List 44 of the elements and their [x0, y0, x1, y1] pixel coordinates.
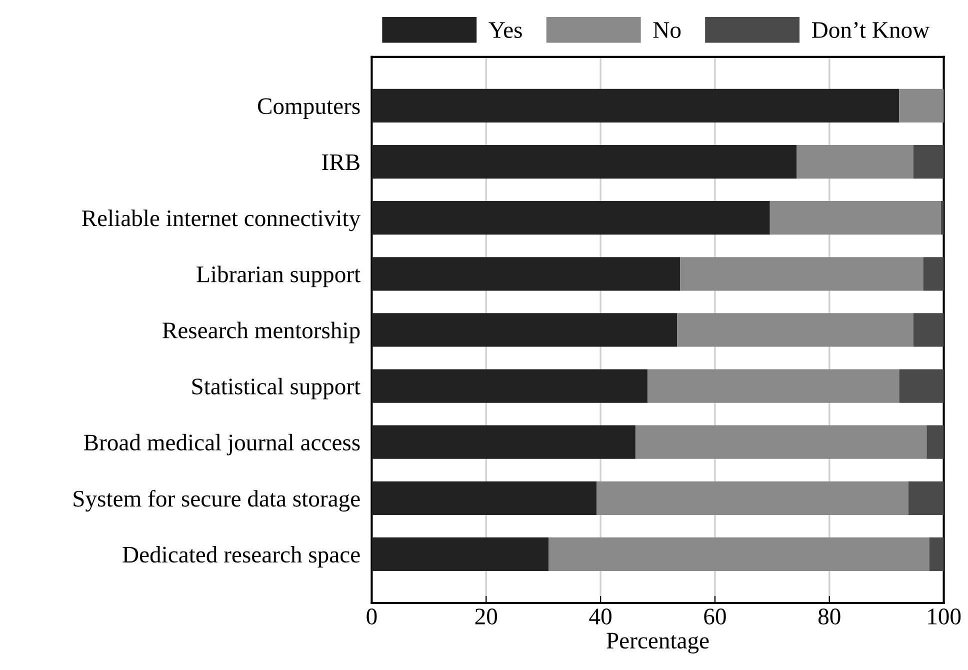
bar	[770, 201, 941, 235]
bar	[635, 425, 927, 459]
y-tick-label: Broad medical journal access	[84, 434, 360, 456]
x-tick-label: 20	[475, 608, 498, 624]
bar	[372, 425, 636, 459]
bar	[899, 88, 944, 123]
x-tick-label: 60	[704, 608, 726, 624]
bar	[372, 313, 678, 347]
legend-label: Yes	[488, 22, 522, 38]
legend-label: No	[653, 22, 681, 38]
bar	[899, 369, 944, 403]
y-tick-label: Statistical support	[192, 378, 360, 400]
bar	[796, 144, 914, 179]
x-tick-label: 100	[928, 608, 961, 624]
bar	[913, 313, 944, 347]
bar	[372, 201, 770, 235]
bar	[677, 313, 914, 347]
bar	[926, 425, 944, 459]
bar	[680, 257, 924, 291]
y-tick-label: Dedicated research space	[122, 546, 360, 568]
bar	[372, 481, 597, 515]
bar	[372, 369, 648, 403]
bar	[372, 257, 680, 291]
bar	[908, 481, 944, 515]
y-tick-label: Reliable internet connectivity	[82, 210, 360, 232]
legend-label: Don’t Know	[812, 22, 930, 38]
x-tick-label: 40	[589, 608, 612, 624]
y-tick-label: Librarian support	[196, 266, 360, 288]
bar	[372, 144, 797, 179]
x-tick-label: 80	[818, 608, 840, 624]
bar	[372, 88, 900, 123]
y-tick-label: System for secure data storage	[74, 490, 360, 512]
y-tick-label: Computers	[258, 98, 360, 119]
bar	[372, 537, 548, 572]
bar	[647, 369, 900, 403]
y-tick-label: IRB	[322, 154, 360, 170]
x-tick-label: 0	[366, 608, 377, 624]
bar	[548, 537, 930, 572]
x-axis-title: Percentage	[606, 632, 709, 654]
bar	[913, 144, 944, 179]
bar	[596, 481, 908, 515]
bar	[923, 257, 944, 291]
y-tick-label: Research mentorship	[162, 322, 360, 344]
bar	[930, 537, 944, 572]
